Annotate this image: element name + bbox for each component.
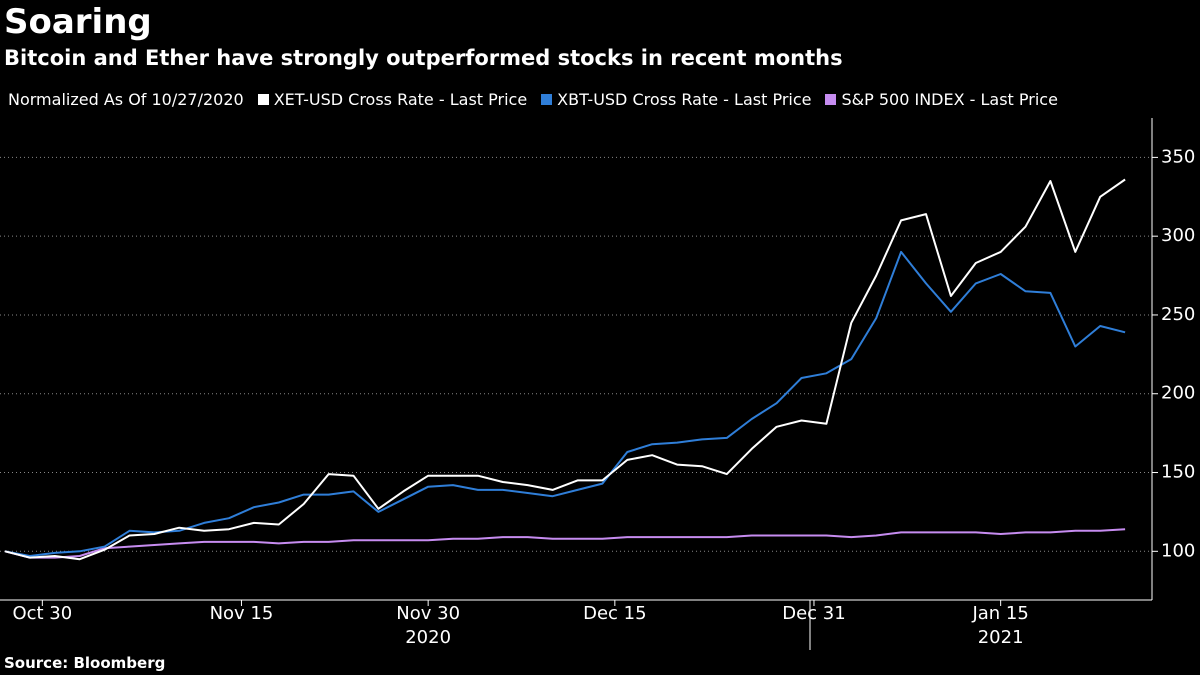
y-tick-label: 100: [1161, 540, 1195, 561]
x-tick-label: Dec 31: [782, 603, 845, 624]
chart-title: Soaring: [4, 2, 152, 42]
legend-label: XET-USD Cross Rate - Last Price: [273, 90, 528, 109]
legend: Normalized As Of 10/27/2020 XET-USD Cros…: [8, 90, 1058, 109]
legend-swatch: [257, 94, 269, 105]
x-tick-label: Nov 15: [210, 603, 274, 624]
legend-item: XET-USD Cross Rate - Last Price: [257, 90, 528, 109]
y-tick-label: 200: [1161, 383, 1195, 404]
x-group-label: 2021: [978, 627, 1024, 648]
y-tick-label: 300: [1161, 225, 1195, 246]
x-tick-label: Dec 15: [583, 603, 646, 624]
legend-item: XBT-USD Cross Rate - Last Price: [541, 90, 811, 109]
x-tick-label: Jan 15: [971, 603, 1028, 624]
x-tick-label: Oct 30: [12, 603, 72, 624]
legend-note: Normalized As Of 10/27/2020: [8, 90, 244, 109]
legend-item: S&P 500 INDEX - Last Price: [825, 90, 1058, 109]
legend-label: S&P 500 INDEX - Last Price: [841, 90, 1058, 109]
series-line: [4, 528, 1126, 559]
legend-swatch: [825, 94, 837, 105]
y-tick-label: 150: [1161, 462, 1195, 483]
x-group-label: 2020: [405, 627, 451, 648]
y-tick-label: 350: [1161, 146, 1195, 167]
series-line: [4, 178, 1126, 561]
legend-swatch: [541, 94, 553, 105]
x-tick-label: Nov 30: [396, 603, 460, 624]
series-line: [4, 250, 1126, 557]
chart-subtitle: Bitcoin and Ether have strongly outperfo…: [4, 46, 843, 70]
source: Source: Bloomberg: [4, 654, 166, 672]
y-tick-label: 250: [1161, 304, 1195, 325]
legend-label: XBT-USD Cross Rate - Last Price: [557, 90, 812, 109]
